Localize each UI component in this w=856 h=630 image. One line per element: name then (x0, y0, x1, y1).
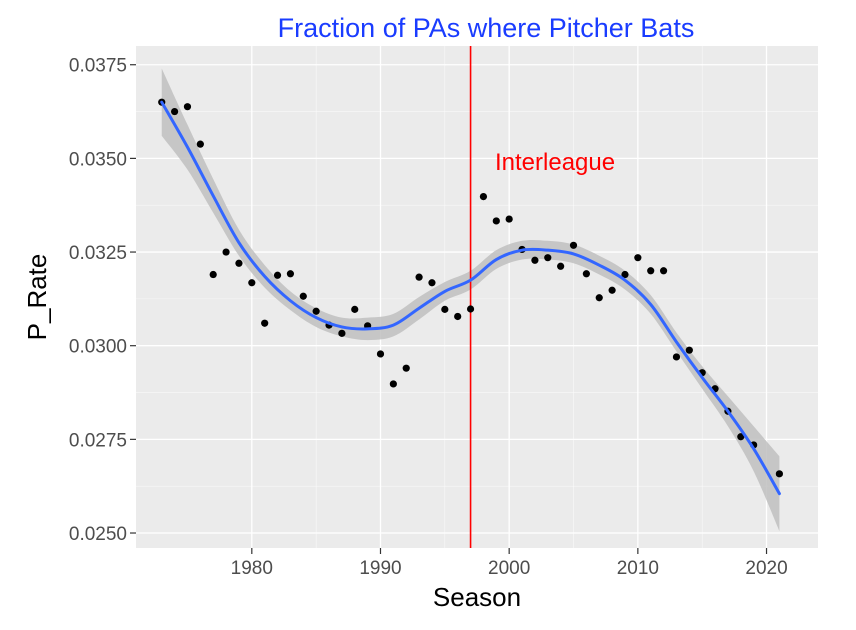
data-point (441, 305, 449, 313)
interleague-annotation: Interleague (495, 149, 615, 176)
data-point (685, 346, 693, 354)
data-point (557, 262, 565, 270)
data-point (479, 193, 488, 201)
chart-title: Fraction of PAs where Pitcher Bats (278, 13, 695, 43)
data-point (428, 279, 436, 287)
x-axis-ticks: 1980 1990 2000 2010 2020 (231, 548, 788, 579)
y-tick-label: 0.0350 (69, 149, 127, 170)
plot-panel (136, 46, 818, 548)
x-tick-label: 1980 (231, 558, 273, 579)
data-point (595, 294, 603, 302)
data-point (505, 215, 513, 223)
smooth-band (161, 68, 780, 532)
x-axis-title: Season (433, 582, 521, 612)
data-point (222, 248, 230, 256)
y-tick-label: 0.0375 (69, 56, 127, 77)
data-point (209, 270, 217, 279)
data-point (235, 259, 243, 267)
data-point (299, 292, 307, 300)
y-tick-label: 0.0250 (69, 524, 127, 545)
data-point (286, 270, 295, 278)
data-point (466, 305, 475, 313)
data-point (273, 271, 282, 279)
x-tick-label: 2000 (488, 558, 530, 579)
data-point (402, 364, 410, 372)
confidence-band (161, 68, 780, 532)
data-point (312, 307, 320, 315)
data-point (608, 286, 616, 294)
data-point (647, 267, 655, 275)
data-point (171, 107, 179, 116)
data-point (376, 350, 385, 358)
y-tick-label: 0.0325 (69, 243, 127, 264)
grid-minor (136, 46, 818, 548)
data-point (621, 270, 629, 279)
data-point (775, 470, 783, 478)
data-point (415, 273, 423, 281)
data-point (454, 312, 462, 321)
smooth-line (160, 100, 781, 496)
data-point (531, 256, 539, 264)
data-point (183, 103, 192, 111)
data-point (582, 270, 590, 278)
data-point (196, 140, 204, 148)
x-tick-label: 1990 (359, 558, 401, 579)
x-tick-label: 2020 (745, 558, 787, 579)
data-point (492, 217, 500, 225)
data-point (338, 329, 346, 337)
data-point (248, 279, 256, 287)
data-point (261, 319, 269, 327)
data-point (351, 305, 359, 313)
smooth-line-group (160, 100, 781, 496)
x-tick-label: 2010 (617, 558, 659, 579)
y-tick-label: 0.0300 (69, 337, 127, 358)
data-point (659, 267, 668, 275)
data-point (544, 254, 552, 262)
data-point (672, 353, 681, 361)
data-point (737, 433, 745, 441)
y-tick-label: 0.0275 (69, 430, 127, 451)
y-axis-ticks: 0.0250 0.0275 0.0300 0.0325 0.0350 0.0375 (69, 56, 136, 545)
data-point (569, 241, 578, 249)
data-point (634, 254, 642, 262)
y-axis-title: P_Rate (22, 254, 52, 341)
data-point (389, 380, 397, 388)
